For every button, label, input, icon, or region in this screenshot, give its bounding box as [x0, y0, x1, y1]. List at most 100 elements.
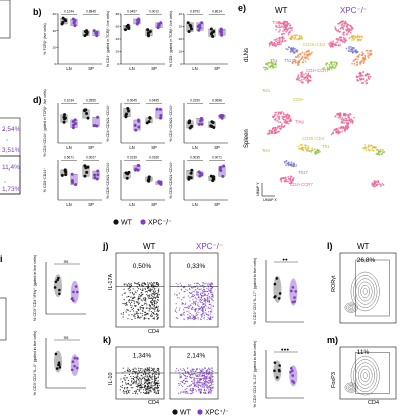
- panel-i-il4-point: [75, 366, 79, 370]
- panel-d-plot-5-pval-1: 0.0166: [149, 156, 159, 160]
- panel-j-summary-point: [291, 300, 295, 304]
- panel-d-plot-5-pval-0: 0.0139: [127, 156, 137, 160]
- panel-b-plot-3: % CD8⁺ (gated in TCRβ⁺,live cells) 0 10 20 3…: [169, 10, 228, 71]
- panel-b-plot-2-point-wt: [123, 28, 127, 32]
- panel-d-plot-4-pval-0: 0.5671: [64, 156, 74, 160]
- panel-b-plot-1-point-wt: [63, 18, 67, 22]
- panel-d-plot-3-point-xpc: [197, 122, 201, 126]
- umap-dln-wt-treg-tail: [268, 36, 287, 47]
- panel-j-summary-ylabel: % CD3⁺CD4⁺IL-17⁺ (gated in live cells): [253, 257, 257, 325]
- panel-d-plot-1-point-xpc: [73, 118, 77, 122]
- panel-d-plot-4-point-xpc: [93, 176, 97, 180]
- panel-k-summary: % CD3⁺CD4⁺IL-10⁺ (gated in live cells) ●●…: [253, 340, 304, 408]
- panel-i-il4-point: [73, 356, 77, 360]
- panel-d-plot-1-point-wt: [84, 108, 88, 112]
- umap-dln-label-5: Tcm: [262, 88, 270, 93]
- panel-j-summary-point: [277, 297, 281, 300]
- panel-d-plot-4-point-xpc: [96, 173, 100, 177]
- panel-b-plot-2-point-xpc: [137, 17, 141, 21]
- panel-d-plot-1-xtick-SP: SP: [88, 145, 94, 150]
- umap-sp-wt-ccr7: [279, 175, 295, 185]
- flow-k-wt: 1,34%: [115, 346, 165, 400]
- panel-j-summary-point: [273, 295, 276, 299]
- panel-i-ifng-violin-0: [54, 274, 62, 298]
- panel-b-plot-3-pval-0: 0.8752: [190, 10, 200, 14]
- panel-d-plot-4: % CD8⁺CD44⁺ LN 0.5671 SP 0.0027: [43, 156, 102, 207]
- panel-d-plot-3-pval-0: 0.3150: [190, 99, 200, 103]
- panel-j-yaxis: IL-17A: [108, 273, 114, 290]
- panel-j-summary-point: [291, 285, 295, 289]
- umap-sp-wt-treg-tail: [266, 124, 286, 135]
- panel-d-plot-2-xtick-SP: SP: [151, 145, 157, 150]
- umap-dln-xpc-th1: [345, 45, 359, 54]
- flow-k-xpc-pct: 2,14%: [187, 352, 206, 359]
- panel-b-plot-1-point-xpc: [73, 24, 77, 28]
- panel-d-plot-3-xtick-SP: SP: [214, 145, 220, 150]
- panel-d-plot-2-point-wt: [126, 106, 130, 110]
- panel-d-letter: d): [33, 95, 42, 105]
- umap-dln-label-6: CD8+: [293, 97, 305, 102]
- panel-b-plot-2: % CD4⁺ (gated in TCRβ⁺,live cells) 0 20 40 6…: [106, 10, 165, 71]
- panel-b-plot-2-xtick-SP: SP: [151, 66, 157, 71]
- panel-d-plot-4-point-xpc: [93, 173, 97, 177]
- umap-x-label: UMAP X: [263, 198, 277, 202]
- panel-b-plot-1-point-wt: [83, 30, 87, 33]
- panel-d-plot-2-point-xpc: [137, 118, 141, 122]
- umap-dln-label-0: Treg: [272, 20, 281, 25]
- panel-b-plot-2-ytick: 0: [117, 62, 119, 66]
- panel-b-plot-2-point-wt: [146, 28, 150, 32]
- panel-b-plot-1-point-wt: [61, 20, 65, 24]
- panel-b-plot-3-point-wt: [190, 27, 194, 31]
- panel-b-plot-2-point-xpc: [156, 26, 160, 30]
- panel-i-il4-point: [54, 352, 58, 356]
- panel-d-plot-1-point-xpc: [71, 126, 75, 130]
- panel-d: % CD4⁺CD44⁺ (gated in TCRβ⁺,live cells) L…: [43, 89, 228, 207]
- panel-b-plot-3-point-wt: [210, 31, 214, 35]
- panel-b-plot-1-point-xpc: [72, 21, 76, 25]
- panel-d-plot-4-point-xpc: [95, 177, 99, 181]
- panel-d-plot-3-point-xpc: [220, 116, 224, 120]
- panel-d-plot-4-xtick-SP: SP: [88, 202, 94, 207]
- umap-sp-label-0: Treg: [295, 119, 304, 124]
- panel-d-plot-4-point-wt: [85, 170, 89, 174]
- panel-b-plot-2-point-wt: [148, 30, 152, 33]
- panel-d-plot-1-pval-1: 0.3555: [86, 99, 96, 103]
- panel-d-plot-3-point-wt: [210, 120, 214, 124]
- panel-b-plot-1-ytick: 20: [53, 46, 57, 50]
- panel-k-summary-point: [275, 376, 279, 379]
- panel-i-ifng-point: [70, 297, 74, 301]
- panel-d-plot-2-point-xpc: [158, 107, 162, 111]
- panel-d-plot-4-point-wt: [64, 173, 68, 177]
- panel-b-letter: b): [33, 7, 42, 17]
- flow-m-contour: 11%: [339, 346, 397, 400]
- flow-fragment-2-dots: [2, 129, 10, 183]
- panel-d-plot-2-point-xpc: [159, 114, 163, 118]
- panel-d-plot-1-point-wt: [63, 113, 67, 117]
- panel-j-summary-violin-1: [289, 278, 298, 306]
- panel-d-plot-2-point-xpc: [137, 125, 141, 129]
- panel-b-plot-3-xtick-SP: SP: [214, 66, 220, 71]
- panel-d-plot-6-point-xpc: [199, 172, 203, 176]
- umap-sp-xpc-cd25: [362, 143, 379, 152]
- panel-b-plot-1-pval-1: 0.8845: [86, 10, 96, 14]
- panel-b-plot-2-point-xpc: [157, 23, 161, 27]
- panel-d-plot-6-xtick-SP: SP: [214, 202, 220, 207]
- panel-d-plot-3-point-xpc: [200, 122, 204, 126]
- umap-dln-xpc-cd8: [355, 71, 372, 85]
- left-flow-fragments: 2,54% 3,51% 11,4% 1,73%: [0, 0, 21, 341]
- panel-j-summary-point: [275, 277, 279, 280]
- panel-b-plot-1-ytick: 40: [53, 29, 57, 33]
- panel-l-yaxis: RORγt: [331, 275, 337, 292]
- panel-l-flow: 26,8%: [339, 252, 397, 324]
- panel-d-plot-4-ylabel: % CD8⁺CD44⁺: [43, 168, 47, 192]
- panel-i: i % CD3⁺CD4⁺IFNγ⁺ (gated in live cells) n…: [0, 254, 86, 395]
- panel-e-letter: e): [238, 3, 246, 13]
- panel-d-plot-2-point-wt: [147, 120, 151, 124]
- panel-d-plot-2-point-wt: [148, 116, 152, 120]
- panel-d-plot-5-xtick-LN: LN: [129, 202, 134, 207]
- umap-dln-wt-cd8: [295, 71, 312, 84]
- panel-k-summary-ylabel: % CD3⁺CD4⁺IL-10⁺ (gated in live cells): [253, 340, 257, 408]
- umap-sp-label-2: Th1: [322, 144, 330, 149]
- panel-b-plot-2-xtick-LN: LN: [129, 66, 134, 71]
